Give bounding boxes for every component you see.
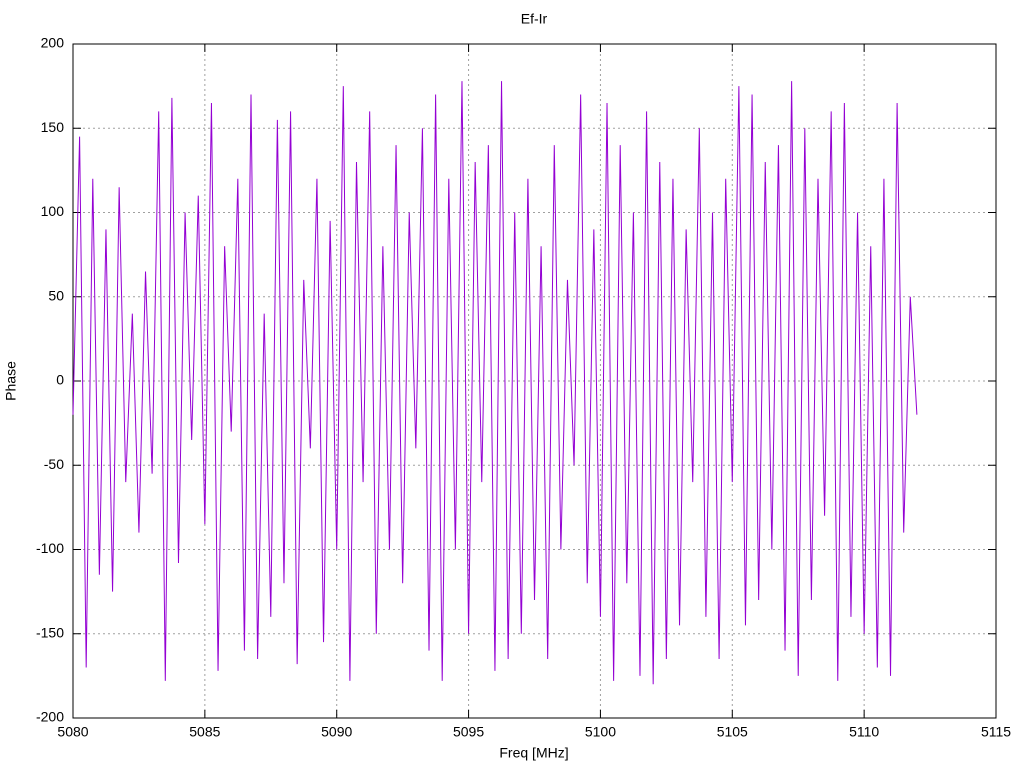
data-line	[72, 81, 918, 685]
x-tick-label: 5100	[585, 724, 616, 740]
x-tick-label: 5090	[321, 724, 352, 740]
x-axis-label: Freq [MHz]	[499, 745, 568, 761]
x-tick-label: 5110	[849, 724, 879, 740]
x-tick-label: 5095	[453, 724, 484, 740]
y-tick-label: -50	[44, 456, 64, 472]
plot-frame	[72, 43, 997, 719]
y-tick-label: 150	[41, 119, 65, 135]
y-tick-label: 50	[48, 287, 64, 303]
x-tick-label: 5085	[189, 724, 220, 740]
y-tick-label: -150	[36, 624, 64, 640]
x-tick-label: 5105	[717, 724, 748, 740]
y-tick-label: 200	[41, 35, 65, 51]
y-tick-label: 0	[56, 372, 64, 388]
y-tick-label: -200	[36, 709, 64, 725]
y-axis-label: Phase	[3, 361, 19, 401]
x-tick-label: 5115	[981, 724, 1011, 740]
chart-title: Ef-Ir	[521, 11, 548, 27]
y-tick-label: 100	[41, 203, 65, 219]
x-tick-label: 5080	[57, 724, 88, 740]
y-tick-label: -100	[36, 540, 64, 556]
